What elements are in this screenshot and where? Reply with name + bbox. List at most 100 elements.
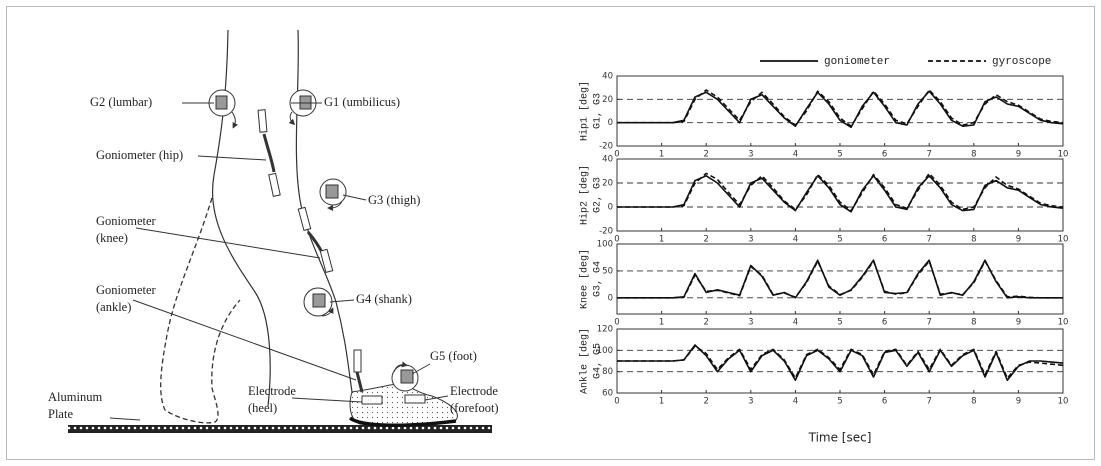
x-tick-label: 5 bbox=[837, 150, 842, 160]
y-tick-label: 60 bbox=[602, 389, 613, 399]
x-tick-label: 6 bbox=[882, 397, 887, 407]
label: G1 (umbilicus) bbox=[324, 95, 400, 109]
label: Electrode bbox=[450, 384, 498, 398]
label: Plate bbox=[48, 407, 73, 421]
series-line bbox=[617, 259, 1063, 299]
y-tick-label: 120 bbox=[597, 325, 613, 335]
label: Goniometer (hip) bbox=[96, 148, 183, 162]
y-tick-label: 80 bbox=[602, 367, 613, 377]
y-tick-label: -20 bbox=[599, 142, 613, 152]
y-tick-label: 20 bbox=[602, 179, 613, 189]
x-axis-label: Time [sec] bbox=[808, 431, 872, 445]
plot-frame bbox=[616, 243, 1064, 315]
x-tick-label: 9 bbox=[1016, 150, 1021, 160]
y-tick-label: 40 bbox=[602, 155, 613, 165]
x-tick-label: 4 bbox=[793, 397, 798, 407]
label: Goniometer bbox=[96, 214, 157, 228]
plot-frame bbox=[616, 328, 1064, 394]
label: G4 (shank) bbox=[356, 292, 412, 306]
x-tick-label: 3 bbox=[748, 235, 753, 245]
x-tick-label: 10 bbox=[1058, 318, 1069, 328]
x-tick-label: 7 bbox=[926, 235, 931, 245]
leg-outline bbox=[212, 29, 271, 407]
x-tick-label: 7 bbox=[926, 318, 931, 328]
goniometer bbox=[319, 248, 334, 274]
x-tick-label: 0 bbox=[614, 150, 619, 160]
x-tick-label: 8 bbox=[971, 150, 976, 160]
x-tick-label: 1 bbox=[659, 235, 664, 245]
series-line bbox=[617, 175, 1064, 213]
y-axis-label: G4, G5 bbox=[593, 343, 604, 379]
swing-leg-outline bbox=[160, 197, 241, 424]
label: G3 (thigh) bbox=[368, 193, 420, 207]
x-tick-label: 2 bbox=[703, 150, 708, 160]
series-line bbox=[617, 345, 1064, 379]
y-tick-label: 0 bbox=[608, 118, 613, 128]
x-tick-label: 5 bbox=[837, 318, 842, 328]
x-tick-label: 1 bbox=[659, 397, 664, 407]
label: G2 (lumbar) bbox=[90, 95, 152, 109]
plot-frame bbox=[616, 158, 1064, 232]
electrode bbox=[404, 394, 426, 404]
x-tick-label: 2 bbox=[703, 235, 708, 245]
y-tick-label: 0 bbox=[608, 203, 613, 213]
y-axis-label: G3, G4 bbox=[593, 261, 604, 297]
series-line bbox=[617, 172, 1064, 212]
x-tick-label: 0 bbox=[614, 235, 619, 245]
label: (forefoot) bbox=[450, 401, 499, 415]
label: Electrode bbox=[248, 384, 296, 398]
label: (ankle) bbox=[96, 300, 131, 314]
goniometer bbox=[257, 109, 268, 133]
x-tick-label: 6 bbox=[882, 235, 887, 245]
y-tick-label: -20 bbox=[599, 227, 613, 237]
x-tick-label: 6 bbox=[882, 318, 887, 328]
x-tick-label: 2 bbox=[703, 318, 708, 328]
x-tick-label: 4 bbox=[793, 235, 798, 245]
aluminum-plate bbox=[68, 425, 492, 433]
x-tick-label: 6 bbox=[882, 150, 887, 160]
x-tick-label: 9 bbox=[1016, 397, 1021, 407]
x-tick-label: 8 bbox=[971, 397, 976, 407]
x-tick-label: 9 bbox=[1016, 318, 1021, 328]
y-axis-label: G2, G3 bbox=[593, 177, 604, 213]
x-tick-label: 8 bbox=[971, 235, 976, 245]
leader-lines bbox=[109, 102, 449, 421]
label: Aluminum bbox=[48, 390, 102, 404]
x-tick-label: 3 bbox=[748, 150, 753, 160]
y-axis-label: Knee [deg] bbox=[579, 249, 591, 309]
x-tick-label: 4 bbox=[793, 150, 798, 160]
x-tick-label: 3 bbox=[748, 397, 753, 407]
goniometer-wire bbox=[262, 133, 276, 173]
label: Goniometer bbox=[96, 283, 157, 297]
y-tick-label: 100 bbox=[597, 240, 613, 250]
y-axis-label: Hip1 [deg] bbox=[579, 81, 591, 141]
x-tick-label: 4 bbox=[793, 318, 798, 328]
x-tick-label: 2 bbox=[703, 397, 708, 407]
y-axis-label: Hip2 [deg] bbox=[579, 165, 591, 225]
y-tick-label: 40 bbox=[602, 72, 613, 82]
y-axis-label: Ankle [deg] bbox=[579, 328, 591, 394]
goniometer bbox=[353, 349, 362, 373]
x-tick-label: 1 bbox=[659, 150, 664, 160]
x-tick-label: 0 bbox=[614, 397, 619, 407]
x-tick-label: 10 bbox=[1058, 150, 1069, 160]
x-tick-label: 5 bbox=[837, 235, 842, 245]
series-line bbox=[617, 260, 1063, 299]
x-tick-label: 7 bbox=[926, 150, 931, 160]
x-tick-label: 10 bbox=[1058, 235, 1069, 245]
figure-frame bbox=[6, 6, 1095, 460]
x-tick-label: 9 bbox=[1016, 235, 1021, 245]
electrode bbox=[361, 395, 383, 405]
series-line bbox=[617, 90, 1064, 129]
x-tick-label: 10 bbox=[1058, 397, 1069, 407]
goniometer bbox=[268, 172, 281, 197]
y-axis-label: G1, G3 bbox=[593, 93, 604, 129]
plot-frame bbox=[616, 75, 1064, 147]
label: (heel) bbox=[248, 401, 277, 415]
goniometer bbox=[297, 206, 312, 232]
x-tick-label: 7 bbox=[926, 397, 931, 407]
y-tick-label: 20 bbox=[602, 95, 613, 105]
x-tick-label: 5 bbox=[837, 397, 842, 407]
x-tick-label: 3 bbox=[748, 318, 753, 328]
